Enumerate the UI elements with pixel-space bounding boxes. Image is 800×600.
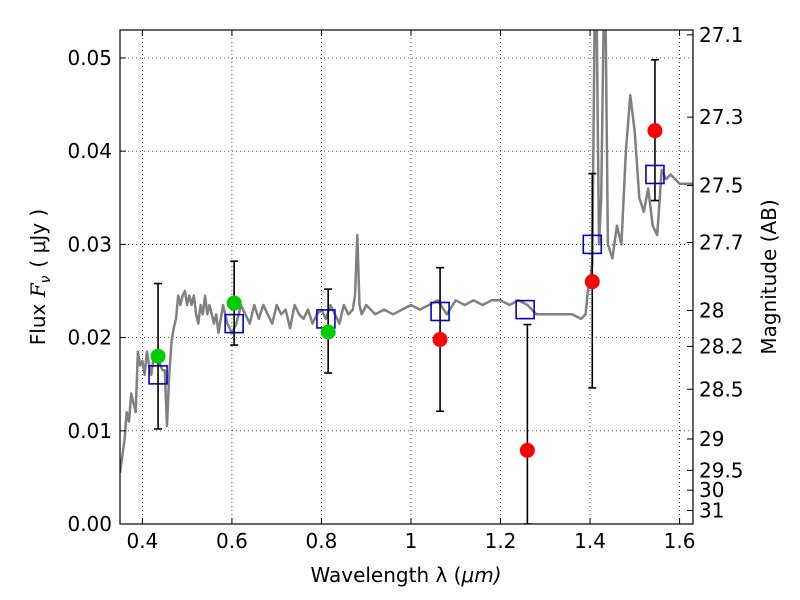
plot-frame xyxy=(119,29,694,525)
y2-axis-label: Magnitude (AB) xyxy=(757,199,781,354)
y2-tick-label: 28 xyxy=(699,298,724,322)
y2-tick-label: 29.5 xyxy=(699,458,744,482)
model-bandpass-square xyxy=(515,299,535,320)
y-tick-label: 0.05 xyxy=(67,46,112,70)
x-tick-label: 0.4 xyxy=(126,529,158,553)
x-tick-label: 1 xyxy=(405,529,418,553)
spectrum-line xyxy=(120,30,693,473)
x-axis-label: Wavelength λ (μm) xyxy=(310,563,501,587)
infrared-photometry-point xyxy=(519,442,535,458)
y2-tick-label: 28.2 xyxy=(699,334,744,358)
x-tick-label: 0.8 xyxy=(306,529,338,553)
x-tick-label: 1.6 xyxy=(664,529,696,553)
y-tick-label: 0.00 xyxy=(67,512,112,536)
data-layer xyxy=(120,30,693,524)
y-tick-label: 0.03 xyxy=(67,232,112,256)
y-tick-label: 0.04 xyxy=(67,139,112,163)
optical-photometry-point xyxy=(226,295,242,311)
x-tick-label: 1.4 xyxy=(574,529,606,553)
y2-tick-label: 29 xyxy=(699,427,724,451)
axis-ticks: 0.4 0.6 0.8 1 1.2 1.4 1.6 0.00 0.01 0.02 0.03 0.04 0… xyxy=(67,23,743,553)
y2-tick-label: 27.5 xyxy=(699,174,744,198)
y2-tick-label: 28.5 xyxy=(699,377,744,401)
optical-photometry-point xyxy=(150,348,166,364)
x-tick-label: 1.2 xyxy=(485,529,517,553)
infrared-photometry-point xyxy=(432,331,448,347)
y2-tick-label: 27.1 xyxy=(699,23,744,47)
optical-photometry-point xyxy=(320,324,336,340)
y2-tick-label: 31 xyxy=(699,499,724,523)
y-tick-label: 0.01 xyxy=(67,419,112,443)
infrared-photometry-point xyxy=(647,123,663,139)
y2-tick-label: 30 xyxy=(699,478,724,502)
y2-tick-label: 27.7 xyxy=(699,231,744,255)
y-tick-label: 0.02 xyxy=(67,326,112,350)
infrared-photometry-point xyxy=(584,274,600,290)
x-tick-label: 0.6 xyxy=(216,529,248,553)
y2-tick-label: 27.3 xyxy=(699,105,744,129)
y-axis-label: Flux Fν( μJy ) xyxy=(26,209,54,345)
